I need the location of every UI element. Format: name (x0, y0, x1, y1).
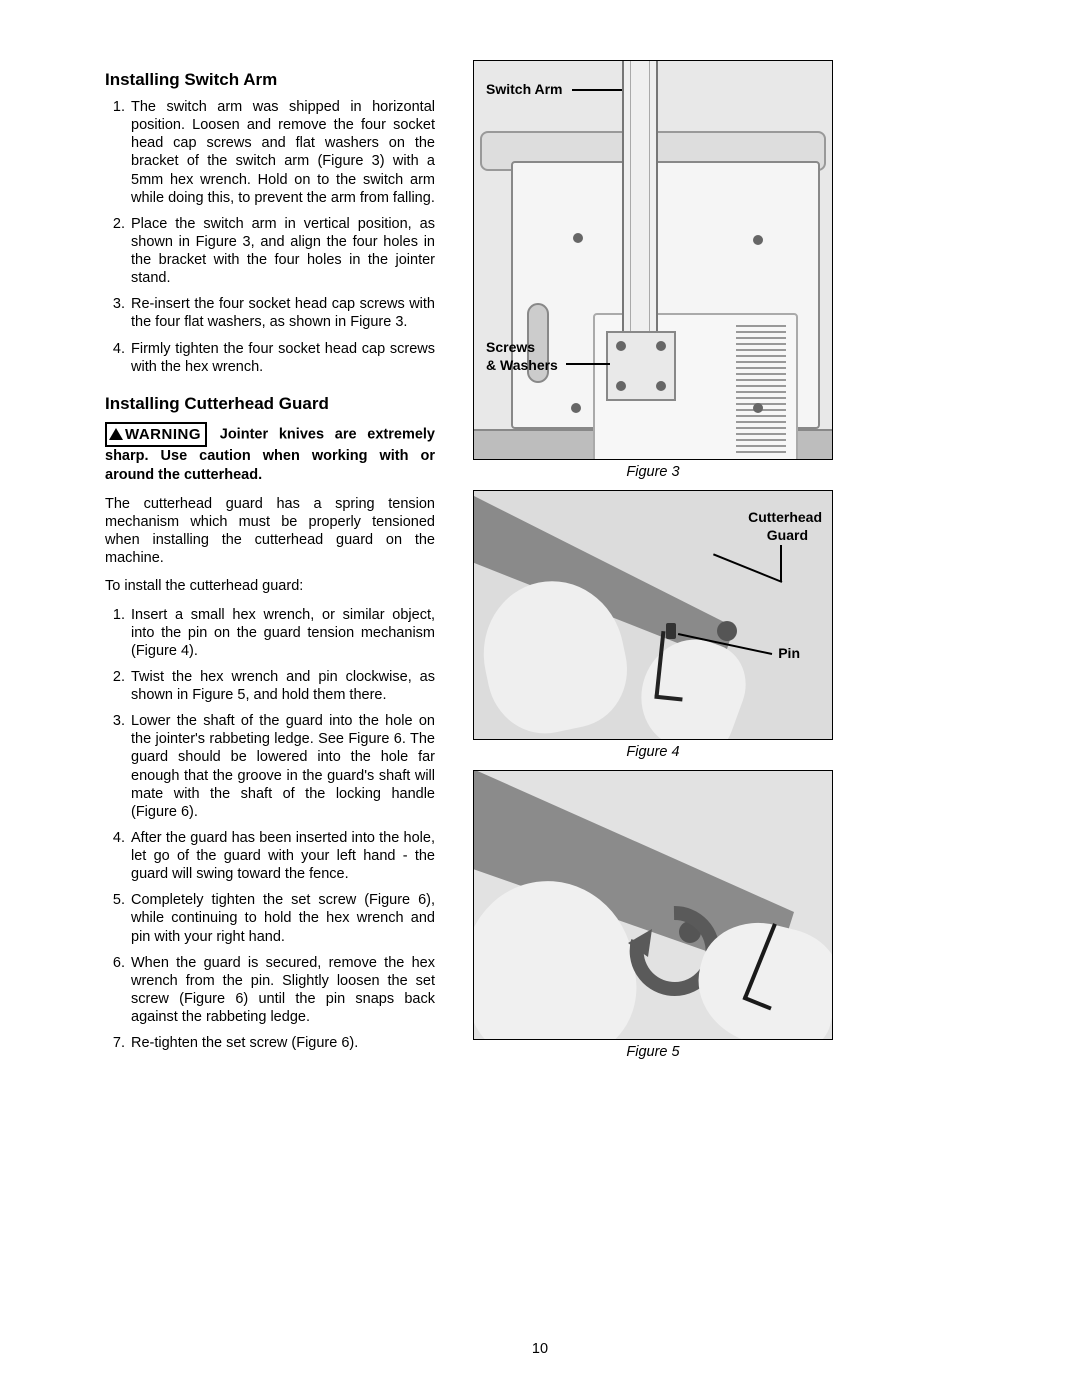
leader-line (566, 363, 610, 365)
bolt-icon (573, 233, 583, 243)
figure-4: Cutterhead Guard Pin (473, 490, 833, 740)
figure-3: Switch Arm Screws & Washers (473, 60, 833, 460)
warning-badge-text: WARNING (125, 426, 201, 443)
label-cutterhead-a: Cutterhead (748, 509, 822, 525)
figure-4-caption: Figure 4 (473, 744, 833, 760)
list-item: Re-insert the four socket head cap screw… (129, 295, 435, 331)
figure-column: Switch Arm Screws & Washers Figure 3 Cut… (473, 70, 833, 1070)
list-item: Place the switch arm in vertical positio… (129, 215, 435, 288)
list-item: Re-tighten the set screw (Figure 6). (129, 1034, 435, 1052)
switch-arm-bracket (606, 331, 676, 401)
figure-5 (473, 770, 833, 1040)
bolt-icon (616, 381, 626, 391)
label-cutterhead-b: Guard (767, 527, 808, 543)
label-washers: & Washers (486, 357, 558, 373)
leader-line (780, 545, 782, 581)
figure-3-caption: Figure 3 (473, 464, 833, 480)
list-item: The switch arm was shipped in horizontal… (129, 98, 435, 207)
section1-steps: The switch arm was shipped in horizontal… (105, 98, 435, 376)
switch-arm (622, 60, 658, 339)
guard-knob (717, 621, 737, 641)
bolt-icon (616, 341, 626, 351)
two-column-layout: Installing Switch Arm The switch arm was… (105, 70, 985, 1070)
section2-heading: Installing Cutterhead Guard (105, 394, 435, 414)
page-number: 10 (0, 1341, 1080, 1357)
warning-paragraph: WARNING Jointer knives are extremely sha… (105, 422, 435, 485)
manual-page: Installing Switch Arm The switch arm was… (0, 0, 1080, 1397)
section1-heading: Installing Switch Arm (105, 70, 435, 90)
label-screws: Screws (486, 339, 535, 355)
list-item: Completely tighten the set screw (Figure… (129, 891, 435, 945)
label-switch-arm: Switch Arm (486, 81, 563, 97)
warning-badge: WARNING (105, 422, 207, 448)
label-pin: Pin (778, 645, 800, 661)
bolt-icon (656, 381, 666, 391)
leader-line (572, 89, 622, 91)
list-item: When the guard is secured, remove the he… (129, 954, 435, 1027)
text-column: Installing Switch Arm The switch arm was… (105, 70, 435, 1070)
intro-paragraph-2: To install the cutterhead guard: (105, 577, 435, 595)
figure-5-caption: Figure 5 (473, 1044, 833, 1060)
vent-icon (736, 325, 786, 455)
intro-paragraph: The cutterhead guard has a spring tensio… (105, 495, 435, 568)
section2-steps: Insert a small hex wrench, or similar ob… (105, 606, 435, 1053)
list-item: Lower the shaft of the guard into the ho… (129, 712, 435, 821)
list-item: Insert a small hex wrench, or similar ob… (129, 606, 435, 660)
list-item: Firmly tighten the four socket head cap … (129, 340, 435, 376)
bolt-icon (753, 403, 763, 413)
warning-triangle-icon (109, 428, 123, 440)
bolt-icon (571, 403, 581, 413)
bolt-icon (753, 235, 763, 245)
bolt-icon (656, 341, 666, 351)
tension-pin (666, 623, 676, 639)
list-item: After the guard has been inserted into t… (129, 829, 435, 883)
list-item: Twist the hex wrench and pin clockwise, … (129, 668, 435, 704)
